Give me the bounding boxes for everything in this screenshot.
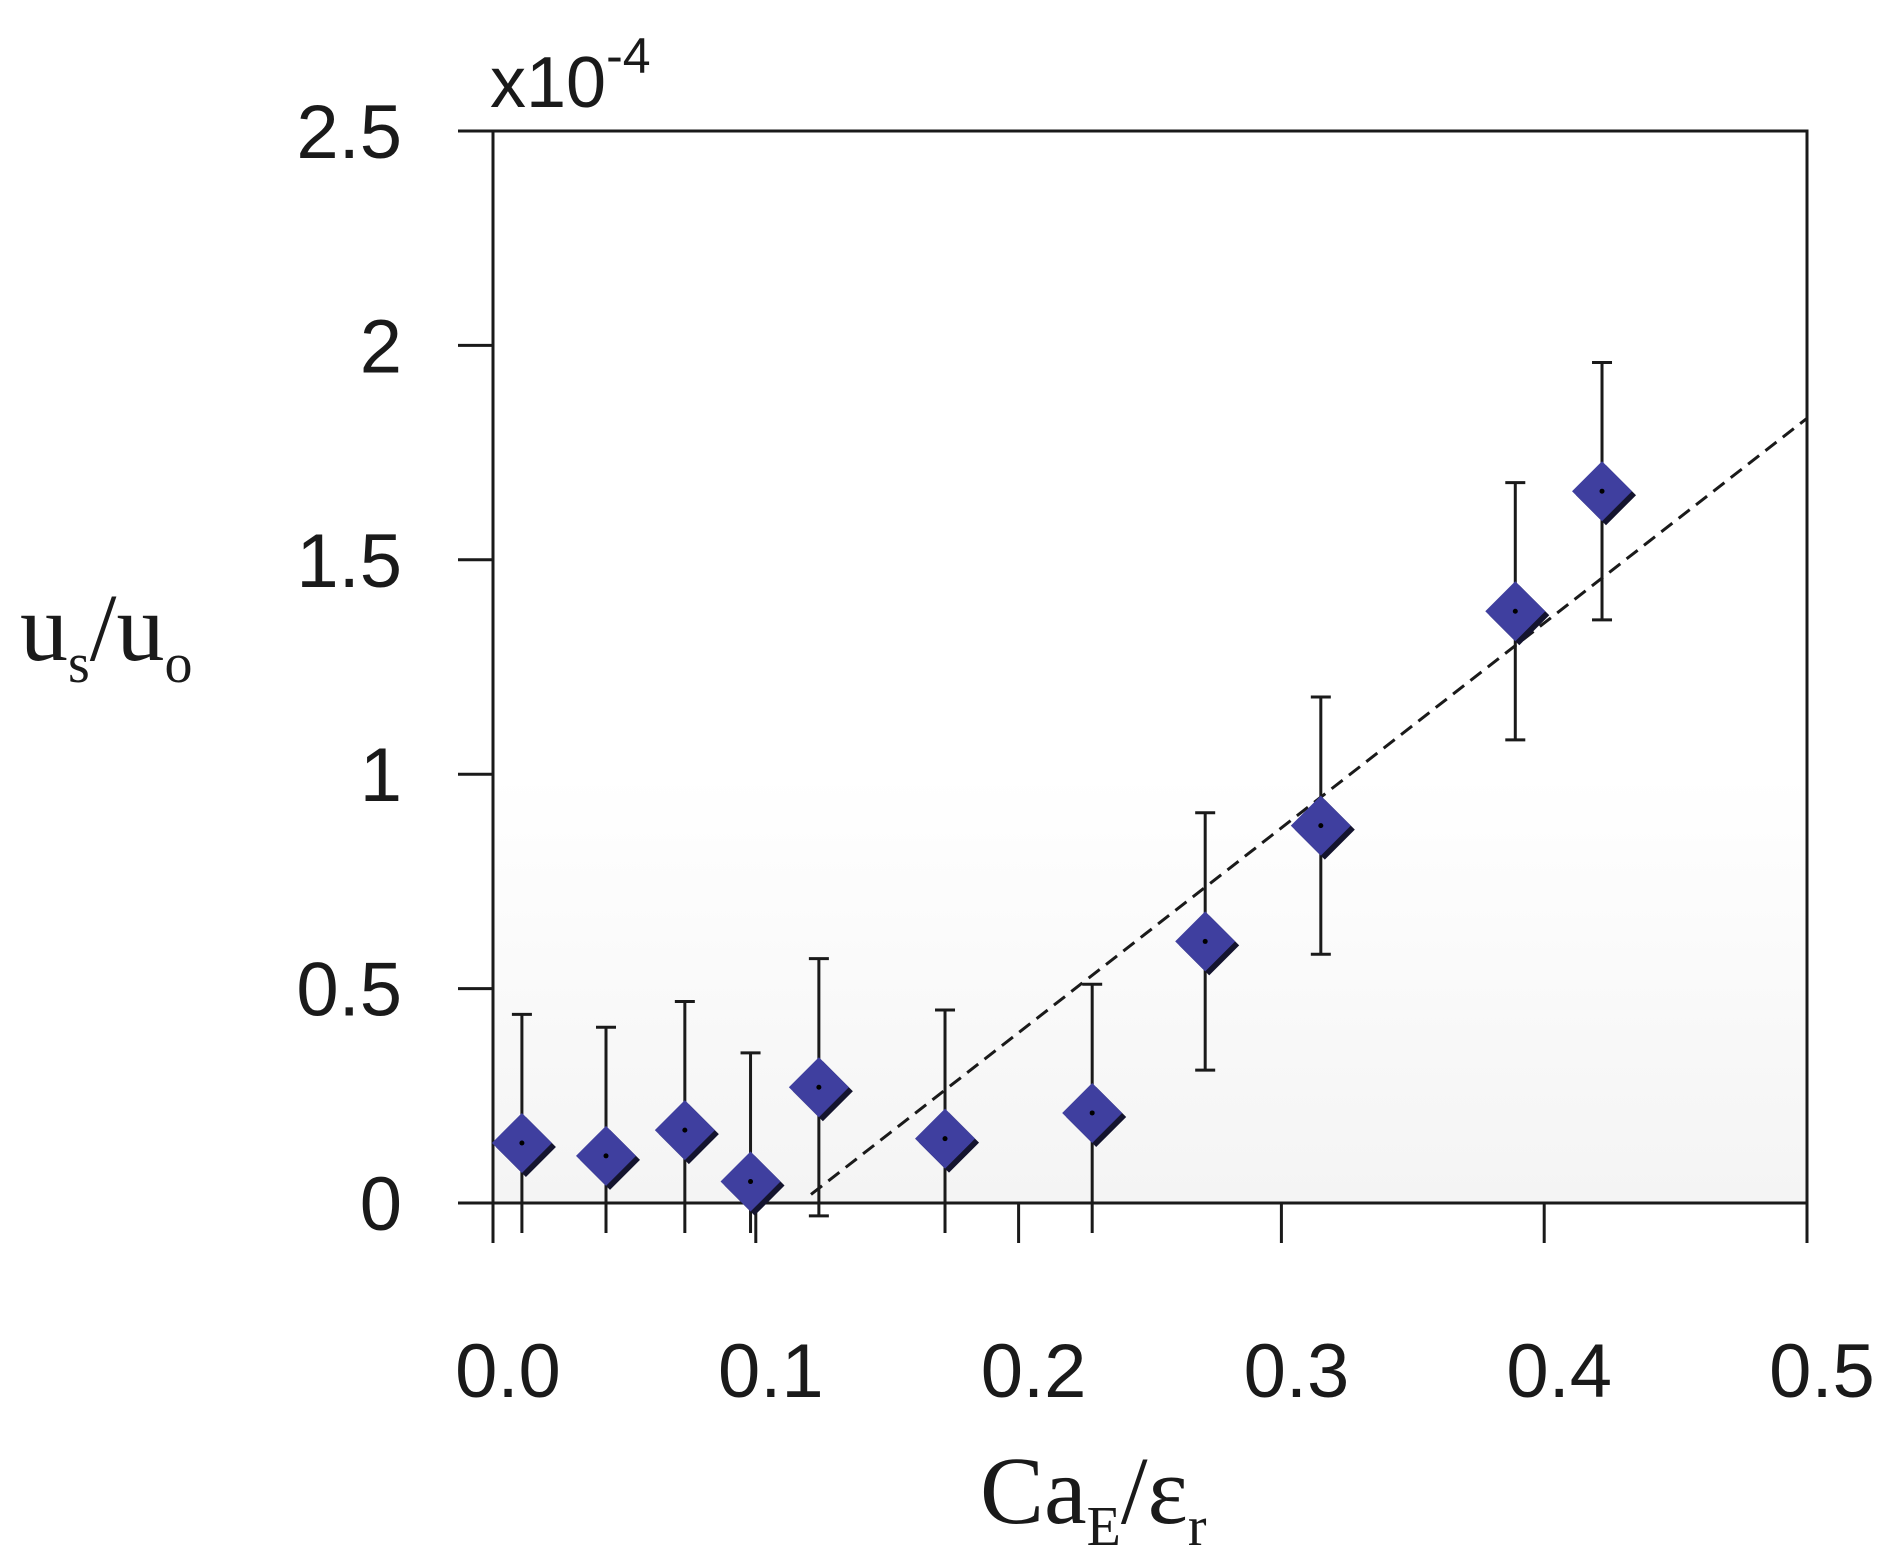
fit-line xyxy=(810,417,1808,1196)
data-point-center xyxy=(1089,1110,1095,1116)
x-axis-ticks: 0.0 0.1 0.2 0.3 0.4 0.5 xyxy=(455,1203,1875,1414)
data-markers xyxy=(491,461,1637,1216)
x-tick-label: 0.4 xyxy=(1506,1329,1612,1414)
data-point-center xyxy=(748,1179,754,1185)
x-tick-label: 0.3 xyxy=(1244,1329,1350,1414)
x-axis-title: CaE/εr xyxy=(980,1437,1207,1549)
y-tick-label: 1 xyxy=(360,733,402,818)
data-point-center xyxy=(1318,823,1324,829)
y-multiplier: x10-4 xyxy=(490,28,651,123)
data-point-center xyxy=(942,1136,948,1142)
data-point-center xyxy=(603,1153,609,1159)
data-point-center xyxy=(1599,488,1605,494)
data-point-center xyxy=(519,1140,525,1146)
y-tick-label: 0.5 xyxy=(296,948,402,1033)
x-tick-label: 0.1 xyxy=(718,1329,824,1414)
data-point-center xyxy=(682,1127,688,1133)
y-tick-label: 2.5 xyxy=(296,90,402,175)
x-tick-label: 0.0 xyxy=(455,1329,561,1414)
y-tick-label: 1.5 xyxy=(296,519,402,604)
y-axis-title: us/uo xyxy=(20,574,192,695)
x-tick-label: 0.5 xyxy=(1769,1329,1875,1414)
data-point-center xyxy=(816,1084,822,1090)
y-tick-label: 2 xyxy=(360,304,402,389)
y-tick-label: 0 xyxy=(360,1162,402,1247)
data-point-center xyxy=(1202,938,1208,944)
data-point-center xyxy=(1512,608,1518,614)
fit-line-group xyxy=(810,417,1808,1196)
y-axis-ticks: 0 0.5 1 1.5 2 2.5 xyxy=(296,90,493,1247)
plot-area xyxy=(491,129,1809,1205)
x-tick-label: 0.2 xyxy=(981,1329,1087,1414)
